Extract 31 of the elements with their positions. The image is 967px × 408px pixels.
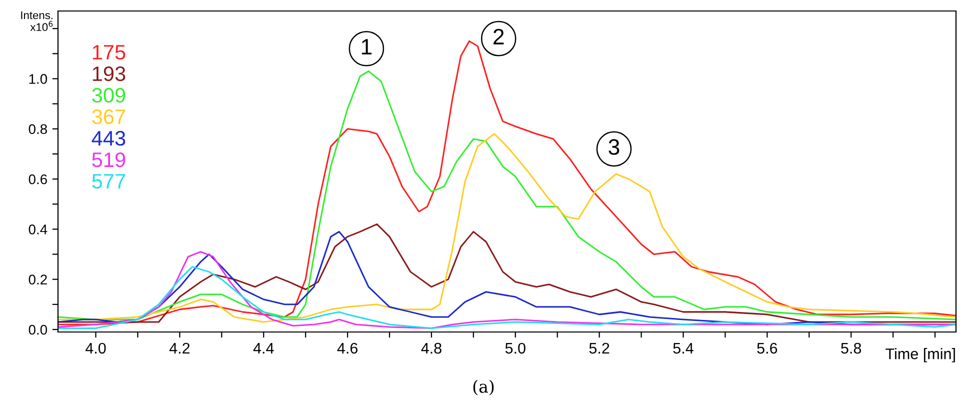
x-tick-label: 4.8 [421, 342, 442, 354]
line-series [58, 266, 956, 330]
x-tick-label: 5.8 [841, 342, 862, 354]
x-tick-label: 4.0 [86, 342, 106, 354]
text: 577 [92, 174, 126, 189]
x-tick-label: 5.2 [589, 342, 610, 354]
x-axis-title: Time [min] [886, 348, 955, 362]
annotation: 3 [608, 139, 620, 155]
y-tick-label: 0.2 [28, 274, 47, 285]
text: 309 [92, 88, 126, 103]
text: (a) [473, 380, 494, 396]
x-tick-label: 5.0 [505, 342, 526, 354]
x-tick-label: 5.6 [757, 342, 778, 354]
annotation: 1 [362, 39, 372, 54]
x-tick-label: 5.4 [673, 342, 694, 354]
y-tick-label: 0.8 [28, 124, 47, 134]
x-tick-label: 4.6 [337, 342, 358, 354]
y-tick-label: 0.0 [28, 324, 48, 335]
text: 367 [92, 109, 126, 124]
y-tick-label: 0.6 [28, 174, 47, 184]
text: 193 [92, 66, 126, 82]
x-tick-label: 4.2 [169, 342, 190, 354]
y-axis-title: Intens. x10$^{6}$ [21, 11, 53, 32]
text: 443 [92, 130, 126, 146]
text: 175 [92, 45, 126, 60]
y-tick-label: 1.0 [29, 74, 48, 84]
text: 519 [92, 152, 126, 168]
line-series [58, 250, 956, 330]
y-tick-label: 0.4 [28, 224, 48, 234]
x-tick-label: 4.4 [253, 342, 274, 354]
annotation: 2 [494, 28, 504, 44]
